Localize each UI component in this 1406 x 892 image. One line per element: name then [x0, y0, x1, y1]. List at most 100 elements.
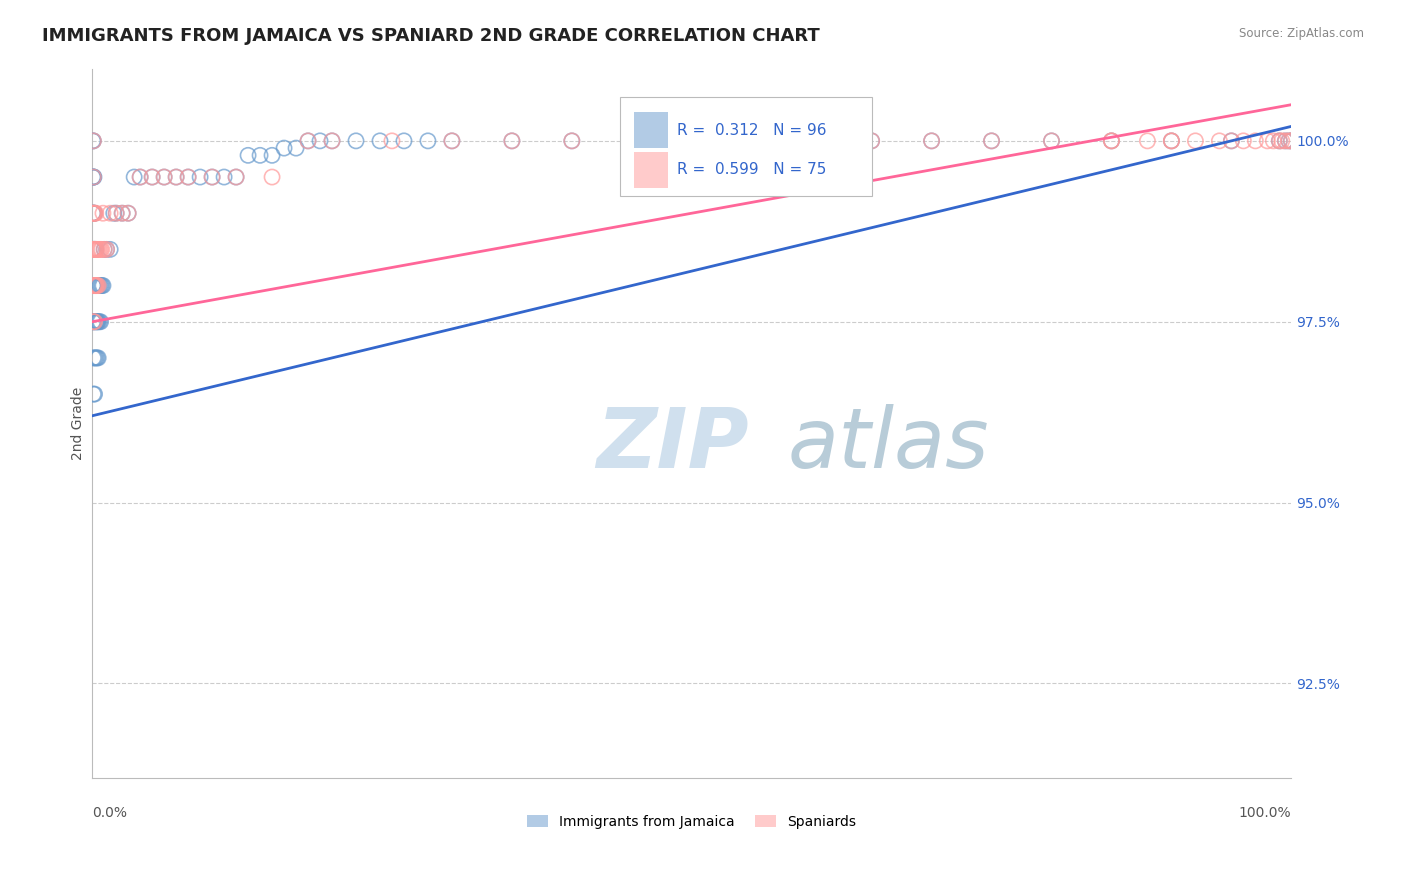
Point — [82, 134, 104, 148]
Point — [90, 243, 112, 257]
Point — [260, 148, 283, 162]
Point — [1274, 134, 1296, 148]
Point — [860, 134, 883, 148]
Point — [86, 351, 108, 365]
Point — [82, 243, 104, 257]
Point — [1220, 134, 1243, 148]
Point — [87, 243, 110, 257]
Point — [122, 169, 145, 184]
Point — [1244, 134, 1267, 148]
Point — [82, 278, 104, 293]
Point — [82, 243, 104, 257]
Point — [82, 134, 104, 148]
Point — [89, 243, 111, 257]
Point — [84, 243, 107, 257]
Point — [681, 134, 703, 148]
Point — [1271, 134, 1294, 148]
Point — [86, 278, 108, 293]
Point — [82, 169, 104, 184]
Point — [141, 169, 163, 184]
Point — [620, 134, 643, 148]
Point — [82, 169, 104, 184]
Point — [501, 134, 523, 148]
Point — [201, 169, 224, 184]
Point — [82, 206, 104, 220]
Point — [225, 169, 247, 184]
Point — [285, 141, 308, 155]
Point — [1278, 134, 1301, 148]
Point — [297, 134, 319, 148]
Point — [83, 243, 105, 257]
Point — [83, 206, 105, 220]
Point — [93, 243, 115, 257]
Point — [1256, 134, 1278, 148]
Point — [96, 243, 118, 257]
Text: atlas: atlas — [787, 404, 990, 484]
Point — [561, 134, 583, 148]
Text: IMMIGRANTS FROM JAMAICA VS SPANIARD 2ND GRADE CORRELATION CHART: IMMIGRANTS FROM JAMAICA VS SPANIARD 2ND … — [42, 27, 820, 45]
Point — [83, 278, 105, 293]
Point — [84, 206, 107, 220]
Point — [117, 206, 139, 220]
Point — [86, 243, 108, 257]
Point — [741, 134, 763, 148]
Point — [87, 278, 110, 293]
Text: 0.0%: 0.0% — [93, 805, 127, 820]
Point — [1268, 134, 1291, 148]
Point — [90, 278, 112, 293]
Point — [82, 169, 104, 184]
Point — [90, 315, 112, 329]
Point — [83, 206, 105, 220]
Point — [83, 387, 105, 401]
Point — [84, 278, 107, 293]
Point — [153, 169, 176, 184]
Point — [620, 134, 643, 148]
Point — [82, 278, 104, 293]
Point — [82, 206, 104, 220]
Point — [1278, 134, 1301, 148]
Point — [225, 169, 247, 184]
Point — [381, 134, 404, 148]
Point — [83, 315, 105, 329]
Point — [921, 134, 943, 148]
Point — [90, 278, 112, 293]
Point — [344, 134, 367, 148]
Point — [84, 315, 107, 329]
Point — [82, 315, 104, 329]
FancyBboxPatch shape — [634, 112, 668, 148]
Point — [86, 315, 108, 329]
Point — [105, 206, 128, 220]
Point — [260, 169, 283, 184]
Point — [440, 134, 463, 148]
Point — [117, 206, 139, 220]
Point — [84, 351, 107, 365]
Point — [82, 315, 104, 329]
Point — [91, 206, 114, 220]
Point — [82, 315, 104, 329]
Point — [84, 278, 107, 293]
FancyBboxPatch shape — [634, 153, 668, 187]
Point — [83, 315, 105, 329]
FancyBboxPatch shape — [620, 97, 872, 196]
Point — [98, 206, 121, 220]
Point — [86, 315, 108, 329]
Text: 100.0%: 100.0% — [1239, 805, 1291, 820]
Point — [921, 134, 943, 148]
Point — [103, 206, 125, 220]
Point — [980, 134, 1002, 148]
Point — [87, 315, 110, 329]
Point — [96, 243, 118, 257]
Point — [129, 169, 152, 184]
Point — [1160, 134, 1182, 148]
Point — [87, 278, 110, 293]
Point — [1184, 134, 1206, 148]
Point — [82, 206, 104, 220]
Point — [800, 134, 823, 148]
Point — [177, 169, 200, 184]
Point — [129, 169, 152, 184]
Point — [309, 134, 332, 148]
Point — [82, 243, 104, 257]
Point — [82, 278, 104, 293]
Point — [1160, 134, 1182, 148]
Point — [84, 278, 107, 293]
